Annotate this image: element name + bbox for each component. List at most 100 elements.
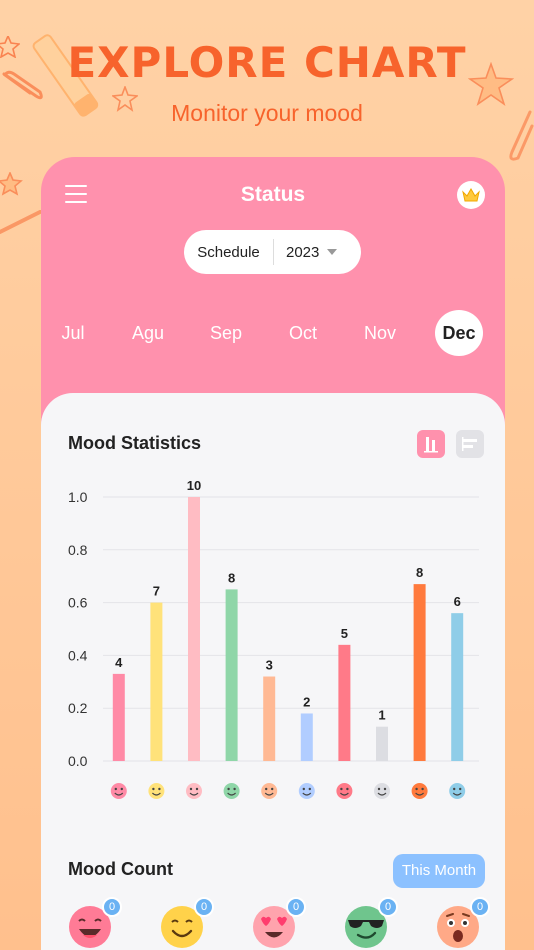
paperclip-icon bbox=[2, 70, 43, 100]
surprised-face-icon[interactable]: 0 bbox=[436, 897, 490, 949]
laughing-face-icon bbox=[110, 783, 127, 799]
smiling-face-icon bbox=[148, 783, 165, 799]
face-eye bbox=[195, 787, 199, 791]
face-mouth bbox=[452, 792, 462, 796]
face-bg bbox=[411, 783, 428, 799]
face-eye bbox=[377, 787, 381, 791]
crying-face-icon bbox=[449, 783, 466, 799]
page-title: Status bbox=[240, 183, 306, 206]
face-bg bbox=[110, 783, 127, 799]
crown-icon[interactable] bbox=[457, 181, 485, 209]
bar bbox=[338, 644, 351, 761]
tab-month-nov[interactable]: Nov bbox=[363, 323, 397, 343]
bar bbox=[263, 676, 276, 761]
bar bbox=[300, 713, 313, 761]
face-mouth bbox=[264, 792, 274, 796]
y-tick-label: 0.8 bbox=[68, 542, 88, 558]
tab-month-jul[interactable]: Jul bbox=[61, 323, 85, 343]
neutral-face-icon bbox=[374, 783, 390, 799]
tab-month-dec[interactable]: Dec bbox=[435, 310, 483, 356]
face-eye bbox=[383, 787, 387, 791]
face-mouth bbox=[339, 792, 349, 796]
face-mouth bbox=[415, 792, 425, 796]
face-bg bbox=[336, 783, 353, 799]
bar bbox=[451, 613, 464, 761]
face-eye bbox=[114, 787, 118, 791]
face-eye bbox=[453, 787, 456, 791]
angry-face-icon bbox=[411, 783, 428, 799]
face-bg bbox=[374, 783, 390, 799]
chevron-down-icon bbox=[327, 249, 338, 255]
y-tick-label: 0.2 bbox=[68, 700, 88, 716]
data-label: 2 bbox=[303, 694, 310, 709]
count-badge: 0 bbox=[286, 897, 306, 917]
tab-month-oct[interactable]: Oct bbox=[288, 323, 318, 343]
face-eye bbox=[302, 787, 305, 791]
mood-statistics-title: Mood Statistics bbox=[68, 433, 202, 453]
bar bbox=[112, 673, 125, 761]
bar bbox=[413, 584, 426, 761]
y-tick-label: 0.0 bbox=[68, 753, 88, 769]
data-label: 7 bbox=[153, 584, 160, 599]
pencil-icon bbox=[0, 210, 42, 234]
phone-screen: Status Schedule 2023 Jul Agu Sep Oct Nov… bbox=[41, 157, 505, 950]
tab-month-sep[interactable]: Sep bbox=[209, 323, 243, 343]
face-eye bbox=[227, 787, 230, 791]
data-label: 1 bbox=[378, 708, 385, 723]
count-badge: 0 bbox=[470, 897, 490, 917]
face-eye bbox=[265, 787, 268, 791]
face-eye bbox=[421, 787, 424, 791]
data-label: 8 bbox=[228, 570, 235, 585]
y-tick-label: 0.6 bbox=[68, 595, 88, 611]
face-eye bbox=[233, 787, 236, 791]
bar bbox=[225, 589, 238, 761]
schedule-selector[interactable]: Schedule 2023 bbox=[184, 230, 361, 274]
sad-tear-face-icon bbox=[298, 783, 315, 799]
decor-star-icon bbox=[0, 36, 20, 58]
hero-subtitle: Monitor your mood bbox=[171, 100, 363, 126]
data-label: 4 bbox=[115, 655, 123, 670]
mood-count-title: Mood Count bbox=[68, 859, 173, 879]
count-badge: 0 bbox=[378, 897, 398, 917]
face-mouth bbox=[189, 792, 199, 796]
sunglasses-face-icon[interactable]: 0 bbox=[344, 897, 398, 949]
bar bbox=[188, 497, 200, 761]
sunglasses-face-icon bbox=[223, 783, 240, 799]
bar bbox=[150, 602, 163, 761]
face-mouth bbox=[377, 792, 387, 796]
face-mouth bbox=[114, 792, 124, 796]
face-bg bbox=[223, 783, 240, 799]
bar bbox=[376, 726, 388, 761]
data-label: 6 bbox=[454, 594, 461, 609]
year-value: 2023 bbox=[286, 243, 320, 261]
data-label: 8 bbox=[416, 565, 423, 580]
decor-star-icon bbox=[468, 62, 514, 106]
this-month-button[interactable]: This Month bbox=[393, 854, 485, 888]
divider bbox=[273, 239, 274, 265]
month-tabs: Jul Agu Sep Oct Nov Dec bbox=[41, 310, 505, 356]
count-badge: 0 bbox=[102, 897, 122, 917]
horizontal-bar-icon[interactable] bbox=[456, 430, 484, 458]
data-label: 5 bbox=[341, 626, 348, 641]
tab-month-agu[interactable]: Agu bbox=[131, 323, 165, 343]
face-mouth bbox=[302, 792, 312, 796]
year-dropdown[interactable]: 2023 bbox=[274, 243, 338, 261]
highlighter-icon bbox=[32, 34, 99, 117]
face-eye bbox=[120, 787, 124, 791]
face-bg bbox=[186, 783, 202, 799]
hamburger-icon[interactable] bbox=[65, 185, 87, 203]
face-eye bbox=[189, 787, 193, 791]
laughing-face-icon[interactable]: 0 bbox=[68, 897, 122, 949]
bar-chart-icon[interactable] bbox=[417, 430, 445, 458]
face-eye bbox=[158, 787, 161, 791]
face-eye bbox=[271, 787, 274, 791]
y-tick-label: 0.4 bbox=[68, 647, 88, 663]
annoyed-face-icon bbox=[336, 783, 353, 799]
face-eye bbox=[152, 787, 155, 791]
face-mouth bbox=[227, 792, 237, 796]
smiling-face-icon[interactable]: 0 bbox=[160, 897, 214, 949]
face-bg bbox=[298, 783, 315, 799]
face-eye bbox=[340, 787, 343, 791]
heart-eyes-face-icon[interactable]: 0 bbox=[252, 897, 306, 949]
hero-title: EXPLORE CHART bbox=[67, 38, 467, 87]
